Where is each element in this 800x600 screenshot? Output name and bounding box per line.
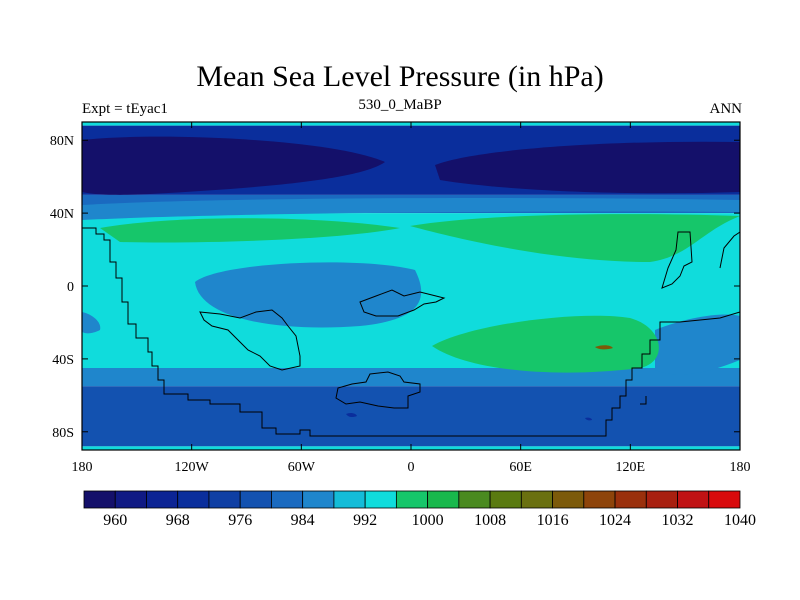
contour-small-low-2 <box>585 417 592 421</box>
y-tick-label: 0 <box>67 280 74 295</box>
colorbar-label: 1008 <box>474 512 506 529</box>
colorbar-swatch <box>208 490 241 509</box>
colorbar-swatch <box>458 490 491 509</box>
colorbar-swatch <box>552 490 585 509</box>
contour-low-north-east <box>435 141 740 194</box>
x-tick-label: 60E <box>509 460 532 475</box>
colorbar-swatch <box>364 490 397 509</box>
colorbar-swatch <box>395 490 429 509</box>
coastline-east-strip-1 <box>661 231 693 289</box>
colorbar-swatch <box>302 490 335 509</box>
colorbar-swatch <box>83 490 116 509</box>
y-tick-label: 40S <box>52 353 74 368</box>
colorbar-label: 960 <box>103 512 127 529</box>
contour-low-equator-west <box>195 262 422 328</box>
contour-low-equator-east <box>655 314 740 375</box>
colorbar-label: 1024 <box>599 512 631 529</box>
colorbar-swatch <box>427 490 460 509</box>
y-tick-label: 80S <box>52 426 74 441</box>
axes: 180 120W 60W 0 60E 120E 180 80N 40N 0 40S 80S <box>50 122 751 475</box>
y-tick-label: 40N <box>50 207 74 222</box>
chart-title: Mean Sea Level Pressure (in hPa) <box>196 60 604 93</box>
colorbar-swatch <box>114 490 147 509</box>
contour-high-north-west <box>100 218 400 243</box>
colorbar-swatch <box>583 490 616 509</box>
contour-band-40n <box>82 197 740 220</box>
coastline-equator-island <box>359 289 446 317</box>
contour-small-low-1 <box>346 412 357 418</box>
field-band-4 <box>82 368 740 387</box>
colorbar-swatch <box>489 490 522 509</box>
x-tick-label: 120W <box>175 460 210 475</box>
coastlines <box>82 227 740 437</box>
coastline-east-inner <box>640 396 647 405</box>
x-tick-label: 0 <box>408 460 415 475</box>
colorbar-label: 1032 <box>662 512 694 529</box>
colorbar-swatch <box>614 490 647 509</box>
colorbar: 960 968 976 984 992 1000 1008 1016 1024 1032 1040 <box>83 490 756 529</box>
colorbar-label: 1040 <box>724 512 756 529</box>
colorbar-swatch <box>520 490 553 509</box>
contour-low-north-west <box>82 136 385 195</box>
period-label: 530_0_MaBP <box>358 97 442 113</box>
contour-high-north-east <box>410 214 740 262</box>
pressure-contours <box>82 136 740 421</box>
colorbar-label: 1016 <box>537 512 569 529</box>
x-tick-label: 180 <box>730 460 751 475</box>
colorbar-swatch <box>677 490 710 509</box>
y-tick-label: 80N <box>50 134 74 149</box>
experiment-label: Expt = tEyac1 <box>82 101 168 117</box>
season-label: ANN <box>709 101 743 117</box>
colorbar-swatch <box>645 490 678 509</box>
contour-high-south <box>432 315 659 373</box>
colorbar-label: 984 <box>291 512 315 529</box>
colorbar-label: 976 <box>228 512 252 529</box>
coastline-supercontinent <box>82 227 740 437</box>
colorbar-label: 992 <box>353 512 377 529</box>
x-tick-label: 60W <box>288 460 316 475</box>
coastline-east-strip-2 <box>719 231 740 269</box>
colorbar-label: 1000 <box>412 512 444 529</box>
coastline-south-islands <box>335 371 421 409</box>
colorbar-label: 968 <box>166 512 190 529</box>
x-tick-label: 120E <box>616 460 646 475</box>
colorbar-swatch <box>177 490 210 509</box>
colorbar-swatch <box>333 490 366 509</box>
contour-low-edge-west <box>82 312 101 334</box>
colorbar-swatch <box>708 490 741 509</box>
coastline-south-bay <box>199 309 301 371</box>
colorbar-swatch <box>239 490 272 509</box>
colorbar-swatch <box>271 490 304 509</box>
x-tick-label: 180 <box>72 460 93 475</box>
colorbar-swatch <box>146 490 179 509</box>
contour-high-south-core <box>595 345 613 350</box>
